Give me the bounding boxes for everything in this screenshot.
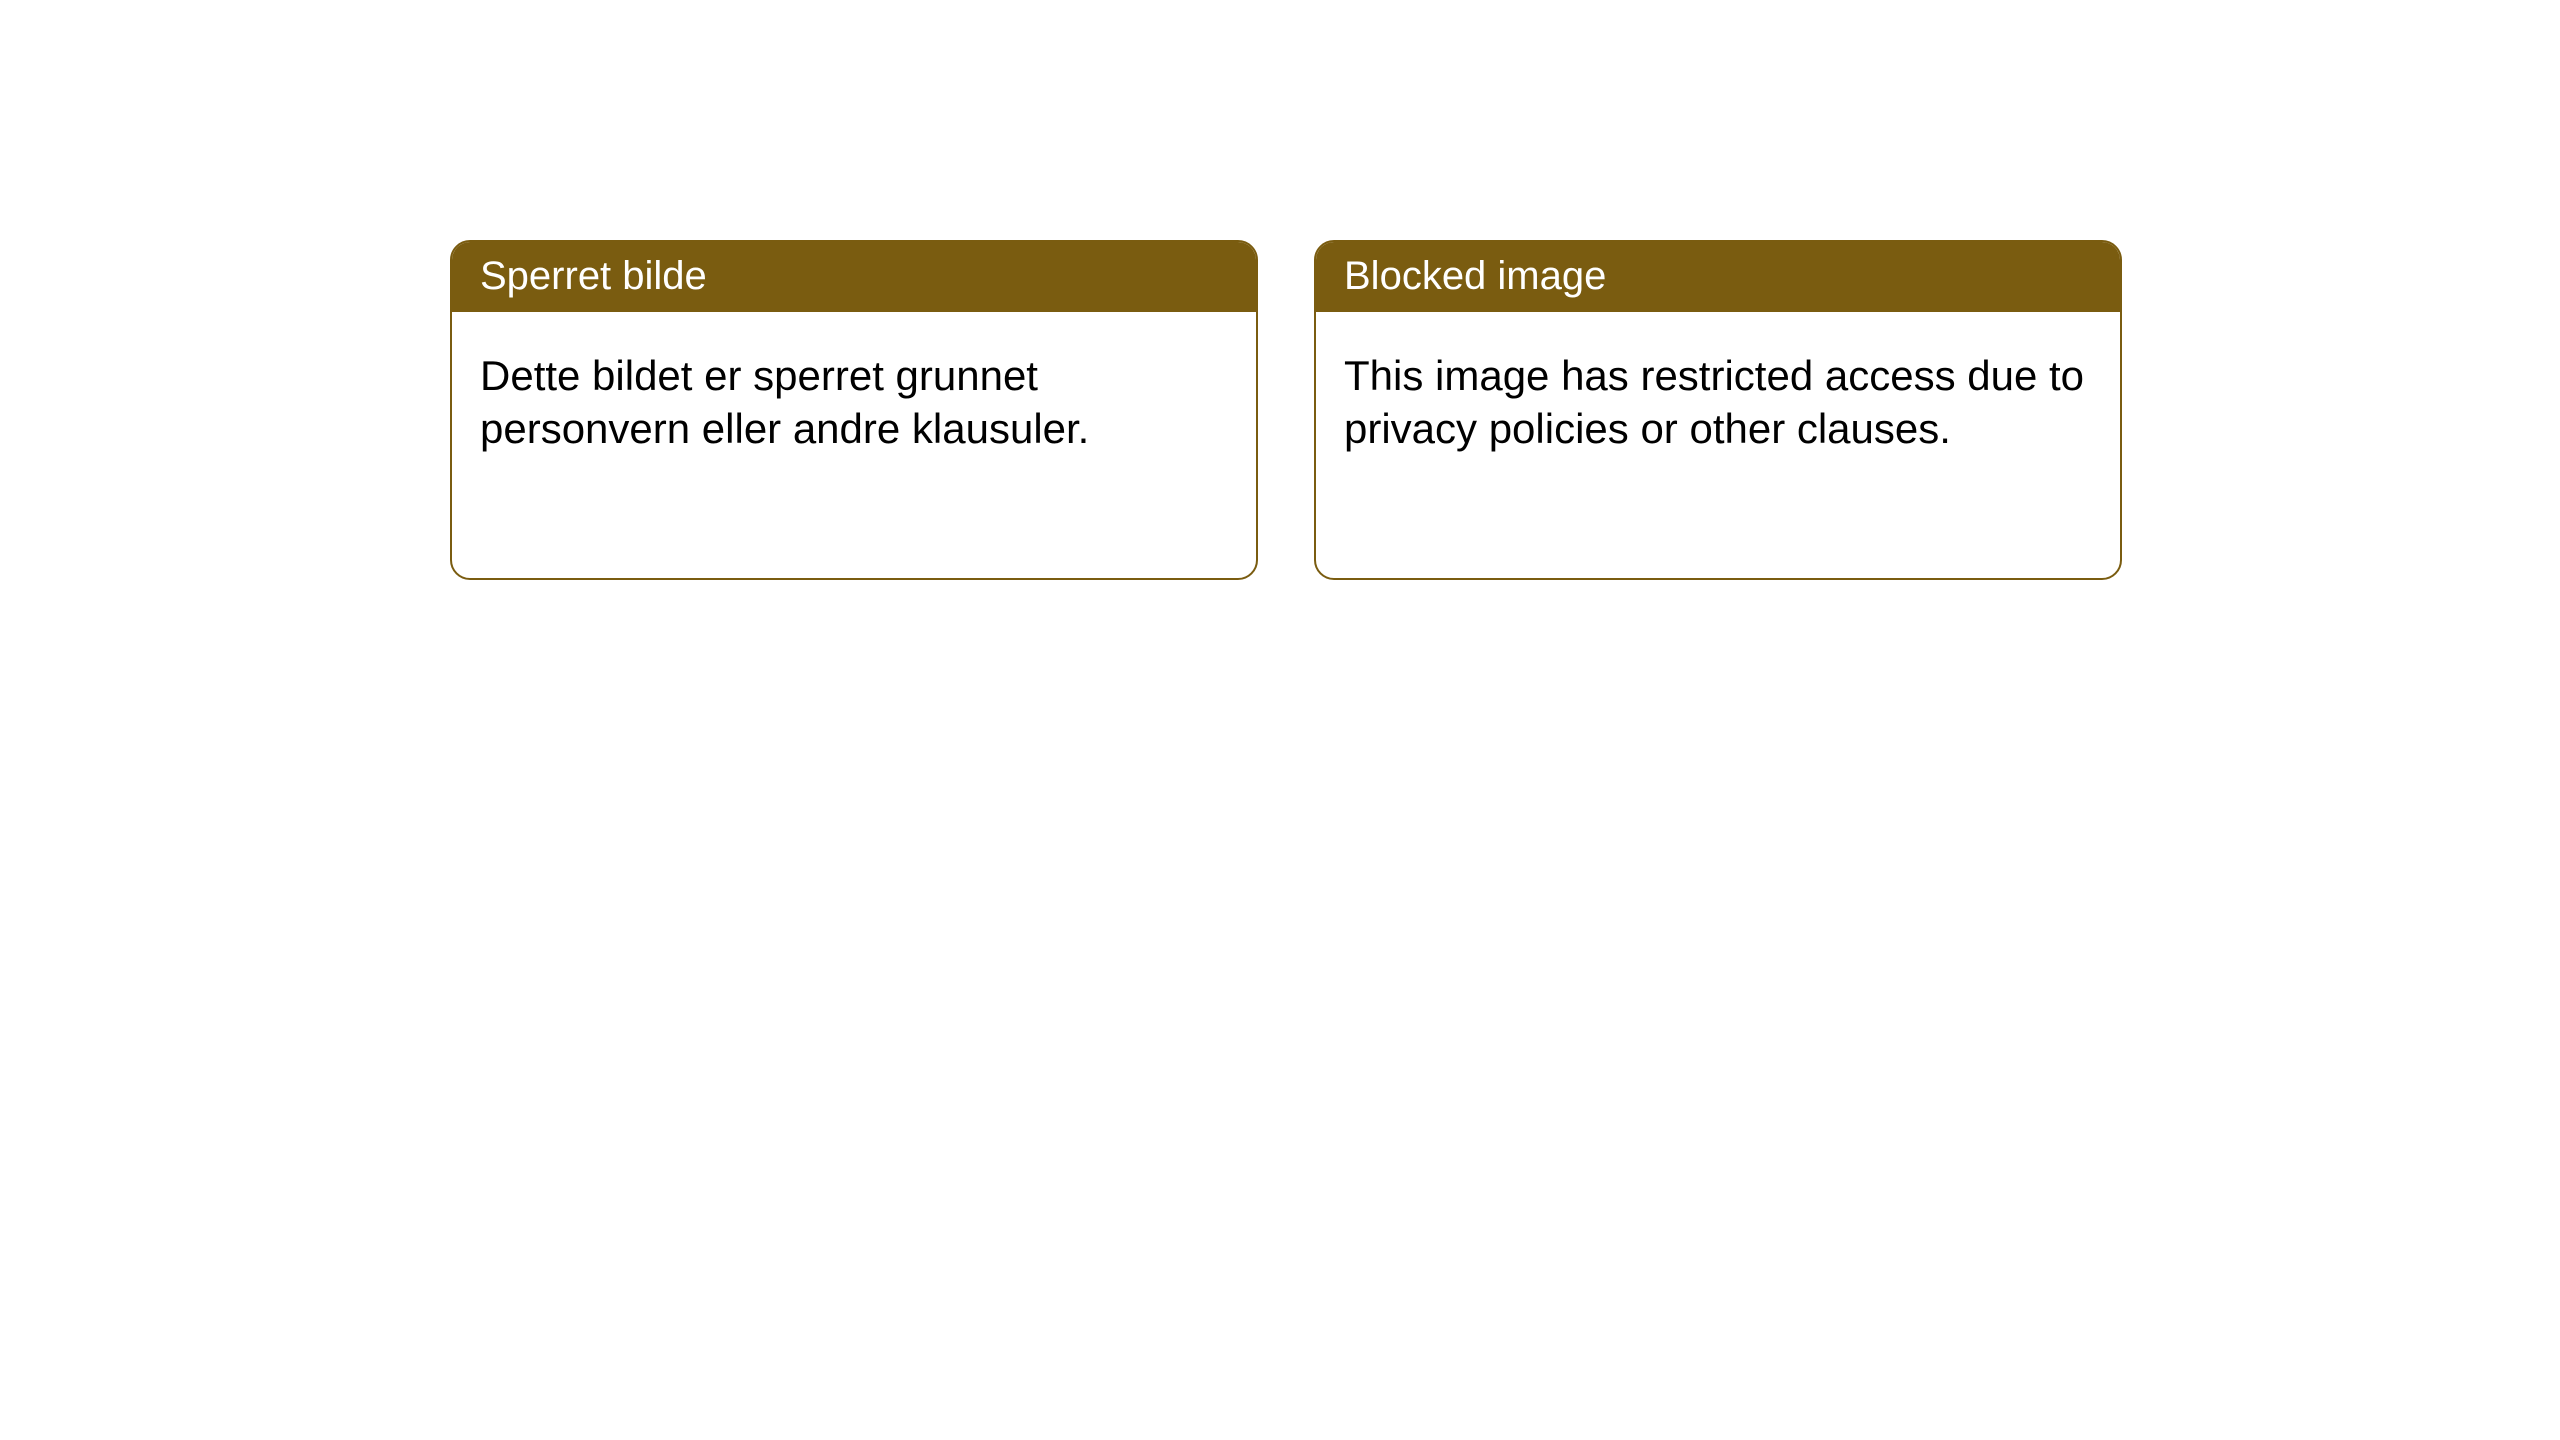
card-header: Blocked image (1316, 242, 2120, 312)
card-body-text: This image has restricted access due to … (1344, 352, 2084, 452)
card-title: Sperret bilde (480, 254, 707, 298)
card-body-text: Dette bildet er sperret grunnet personve… (480, 352, 1089, 452)
card-body: Dette bildet er sperret grunnet personve… (452, 312, 1256, 483)
notice-cards-container: Sperret bilde Dette bildet er sperret gr… (0, 0, 2560, 580)
card-title: Blocked image (1344, 254, 1606, 298)
card-header: Sperret bilde (452, 242, 1256, 312)
notice-card-english: Blocked image This image has restricted … (1314, 240, 2122, 580)
notice-card-norwegian: Sperret bilde Dette bildet er sperret gr… (450, 240, 1258, 580)
card-body: This image has restricted access due to … (1316, 312, 2120, 483)
